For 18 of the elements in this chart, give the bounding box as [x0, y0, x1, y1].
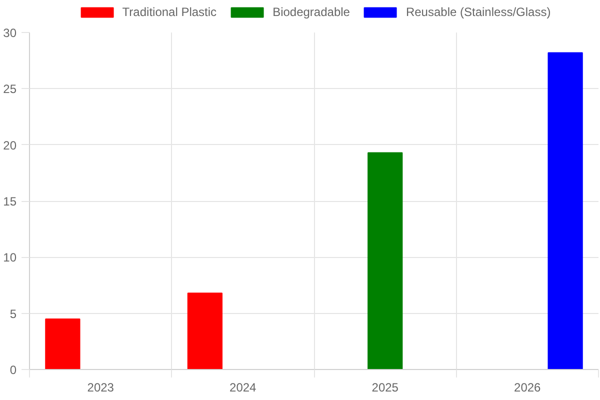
x-tick-label: 2025: [372, 380, 399, 394]
bar: [187, 292, 223, 370]
x-tick-label: 2023: [87, 380, 114, 394]
bar: [548, 52, 583, 370]
bar: [45, 318, 80, 370]
y-tick-label: 25: [3, 82, 17, 96]
legend-label: Biodegradable: [272, 5, 350, 19]
y-tick-label: 20: [3, 138, 17, 152]
y-tick-label: 30: [3, 26, 17, 40]
legend-label: Traditional Plastic: [122, 5, 217, 19]
legend-label: Reusable (Stainless/Glass): [406, 5, 551, 19]
y-tick-label: 5: [10, 306, 17, 321]
x-tick-label: 2026: [514, 380, 542, 394]
y-tick-label: 15: [3, 194, 17, 208]
y-tick-label: 0: [10, 363, 17, 377]
x-tick-label: 2024: [230, 380, 257, 394]
y-tick-label: 10: [3, 250, 17, 265]
bar: [368, 152, 403, 370]
